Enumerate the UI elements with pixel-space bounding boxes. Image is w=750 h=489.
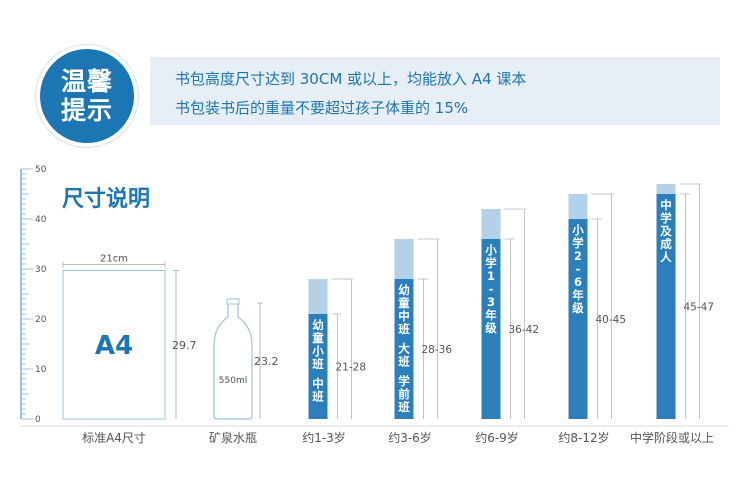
bar-range-segment	[481, 209, 501, 239]
a4-height-label: 29.7	[172, 339, 197, 352]
ruler-tick-label: 50	[35, 165, 47, 175]
category-label: 约6-9岁	[475, 430, 519, 445]
tip-line-2: 书包装书后的重量不要超过孩子体重的 15%	[175, 99, 469, 117]
bar-text: 小学 2 -6 年级	[571, 223, 584, 315]
bar-base-segment	[308, 314, 328, 419]
bar-range-segment	[394, 239, 414, 279]
badge-text-line2: 提示	[60, 96, 113, 125]
tip-line-1: 书包高度尺寸达到 30CM 或以上，均能放入 A4 课本	[175, 70, 527, 88]
a4-inner-label: A4	[95, 331, 133, 361]
caption-bottle: 矿泉水瓶	[209, 431, 257, 445]
bar-base-segment	[656, 194, 676, 419]
bottle-height-label: 23.2	[254, 355, 279, 368]
caption-a4: 标准A4尺寸	[82, 431, 146, 445]
bar-range-segment	[308, 279, 328, 314]
tip-banner	[150, 57, 720, 125]
category-label: 约8-12岁	[558, 430, 609, 445]
bar-text: 小学 1 -3 年级	[484, 243, 497, 335]
bar-base-segment	[568, 219, 588, 419]
badge-text-line1: 温馨	[60, 67, 113, 96]
bar-range-segment	[568, 194, 588, 219]
category-label: 中学阶段或以上	[630, 430, 714, 445]
ruler-tick-label: 30	[35, 265, 47, 275]
bottle-cap	[226, 298, 240, 305]
ruler-tick-label: 20	[35, 315, 47, 325]
category-label: 约3-6岁	[388, 430, 432, 445]
a4-width-label: 21cm	[100, 254, 128, 265]
bottle-volume-label: 550ml	[219, 376, 247, 386]
chart-title: 尺寸说明	[62, 186, 150, 212]
ruler-tick-label: 10	[35, 365, 47, 375]
bar-text: 幼童中班 大班 学前班	[398, 283, 410, 414]
bar-range-label: 45-47	[684, 302, 715, 314]
bar-base-segment	[481, 239, 501, 419]
a4-sheet	[62, 270, 166, 420]
ruler-tick-label: 40	[35, 215, 47, 225]
bottle-outline	[213, 302, 253, 420]
bar-text: 中学及成人	[660, 198, 672, 264]
bar-text: 幼童小班 中班	[311, 318, 324, 404]
bar-range-label: 28-36	[422, 344, 453, 356]
tip-badge: 温馨 提示	[36, 45, 138, 147]
ruler-tick-label: 0	[35, 415, 41, 425]
bar-range-label: 36-42	[509, 324, 540, 336]
bar-range-label: 40-45	[596, 314, 627, 326]
bar-range-segment	[656, 184, 676, 194]
category-label: 约1-3岁	[302, 430, 346, 445]
bar-range-label: 21-28	[336, 362, 367, 374]
bar-base-segment	[394, 279, 414, 419]
